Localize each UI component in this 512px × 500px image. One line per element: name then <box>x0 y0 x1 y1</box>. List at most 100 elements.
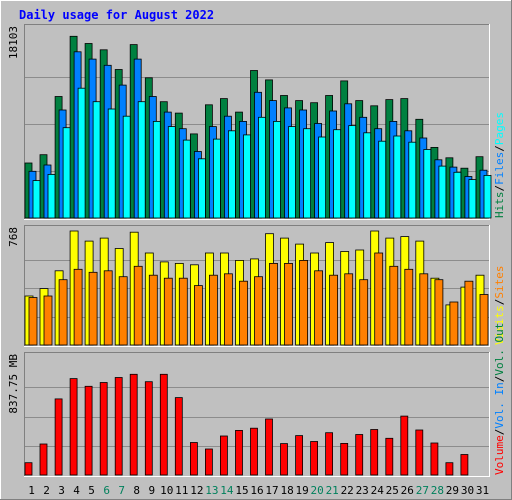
bar-pages-day-20 <box>318 136 327 219</box>
bar-pages-day-16 <box>258 116 266 219</box>
bar-sites-day-21 <box>329 274 339 346</box>
bar-pages-day-14 <box>227 130 236 219</box>
bar-pages-day-31 <box>483 174 492 219</box>
bar-sites-day-6 <box>103 270 113 346</box>
bar-volume-day-14 <box>219 435 228 476</box>
bar-volume-day-20 <box>310 441 319 476</box>
bar-sites-day-24 <box>374 252 384 346</box>
bar-sites-day-26 <box>404 268 414 346</box>
y-max-label: 837.75 MB <box>7 354 20 414</box>
bar-pages-day-29 <box>453 171 462 219</box>
legend-text: Volume/Vol. In/Vol. Out <box>493 323 506 475</box>
bar-volume-day-30 <box>460 454 469 476</box>
bar-sites-day-8 <box>133 265 143 346</box>
legend-hits-files-pages: Hits/Files/Pages <box>493 112 506 218</box>
x-tick-label-day-28: 28 <box>431 484 444 497</box>
legend-text: Hits/Files/Pages <box>493 112 506 218</box>
bar-volume-day-6 <box>99 382 108 476</box>
bar-pages-day-13 <box>212 138 221 219</box>
bar-volume-day-8 <box>129 373 138 476</box>
bar-pages-day-21 <box>333 129 342 219</box>
bar-pages-day-25 <box>393 135 402 219</box>
bar-pages-day-22 <box>348 125 357 219</box>
x-tick-label-day-10: 10 <box>160 484 173 497</box>
bar-sites-day-10 <box>163 277 173 346</box>
bar-sites-day-1 <box>28 297 38 346</box>
bar-volume-day-25 <box>385 437 394 476</box>
bar-pages-day-4 <box>77 87 86 219</box>
x-tick-label-day-4: 4 <box>73 484 80 497</box>
bar-sites-day-25 <box>389 265 399 346</box>
x-tick-label-day-1: 1 <box>28 484 35 497</box>
bar-volume-day-22 <box>340 442 349 476</box>
x-tick-label-day-14: 14 <box>220 484 234 497</box>
x-tick-label-day-23: 23 <box>356 484 369 497</box>
panel-volume: 837.75 MB Volume/Vol. In/Vol. Out <box>7 323 506 477</box>
bar-sites-day-13 <box>208 274 218 346</box>
bar-sites-day-11 <box>178 277 188 346</box>
bar-sites-day-15 <box>239 280 248 346</box>
legend-visits-sites: Visits/Sites <box>493 266 506 346</box>
bar-pages-day-5 <box>92 101 101 219</box>
bar-sites-day-16 <box>254 276 263 346</box>
bar-pages-day-19 <box>303 128 312 219</box>
bar-volume-day-28 <box>430 442 439 476</box>
bar-pages-day-30 <box>468 179 477 219</box>
bar-pages-day-28 <box>438 165 447 219</box>
bar-pages-day-23 <box>363 132 372 219</box>
bar-sites-day-2 <box>43 295 53 346</box>
bar-pages-day-27 <box>423 149 432 219</box>
bar-pages-day-9 <box>152 121 161 219</box>
legend-text: Visits/Sites <box>493 266 506 346</box>
x-tick-label-day-3: 3 <box>58 484 65 497</box>
bar-sites-day-20 <box>314 270 324 346</box>
bar-volume-day-1 <box>24 462 33 476</box>
x-tick-label-day-6: 6 <box>103 484 110 497</box>
bar-sites-day-9 <box>148 274 158 346</box>
bar-pages-day-15 <box>243 134 251 219</box>
bar-pages-day-1 <box>32 180 41 219</box>
bar-sites-day-17 <box>269 262 278 346</box>
bar-volume-day-29 <box>445 462 454 476</box>
bar-volume-day-16 <box>250 427 258 476</box>
x-tick-label-day-9: 9 <box>148 484 155 497</box>
bar-volume-day-23 <box>355 434 364 476</box>
bar-volume-day-4 <box>69 378 78 476</box>
x-tick-label-day-13: 13 <box>205 484 218 497</box>
bar-sites-day-28 <box>434 279 444 346</box>
y-max-label: 768 <box>7 227 20 247</box>
chart-panels: 18103Hits/Files/Pages768Visits/Sites837.… <box>7 24 506 477</box>
panel-visits-sites: 768 Visits/Sites <box>7 225 506 347</box>
bar-sites-day-30 <box>464 280 474 346</box>
bar-volume-day-2 <box>39 443 48 476</box>
x-axis-labels: 1 2 3 4 5 6 7 8 9 10 11 12 13 14 15 16 17 18 19 20 21 22 23 24 2… <box>28 484 489 497</box>
x-tick-label-day-27: 27 <box>416 484 429 497</box>
bar-pages-day-24 <box>378 140 387 219</box>
x-tick-label-day-5: 5 <box>88 484 95 497</box>
bar-pages-day-12 <box>197 158 206 219</box>
x-tick-label-day-29: 29 <box>446 484 459 497</box>
bar-volume-day-9 <box>144 381 153 476</box>
x-tick-label-day-16: 16 <box>250 484 263 497</box>
bar-pages-day-6 <box>107 108 116 219</box>
x-tick-label-day-2: 2 <box>43 484 50 497</box>
x-tick-label-day-31: 31 <box>476 484 489 497</box>
bar-volume-day-17 <box>265 418 273 476</box>
bar-sites-day-22 <box>344 273 354 346</box>
bar-sites-day-14 <box>223 273 233 346</box>
x-tick-label-day-22: 22 <box>341 484 354 497</box>
bar-volume-day-27 <box>415 429 424 476</box>
bar-sites-day-4 <box>73 268 83 346</box>
bar-volume-day-11 <box>174 397 183 476</box>
bar-volume-day-15 <box>235 429 243 476</box>
x-tick-label-day-11: 11 <box>175 484 188 497</box>
x-tick-label-day-18: 18 <box>280 484 293 497</box>
bar-pages-day-8 <box>137 101 146 219</box>
x-tick-label-day-17: 17 <box>265 484 278 497</box>
x-tick-label-day-19: 19 <box>295 484 308 497</box>
bar-pages-day-2 <box>47 173 56 219</box>
x-tick-label-day-24: 24 <box>371 484 385 497</box>
bar-sites-day-18 <box>284 262 293 346</box>
x-tick-label-day-21: 21 <box>326 484 339 497</box>
